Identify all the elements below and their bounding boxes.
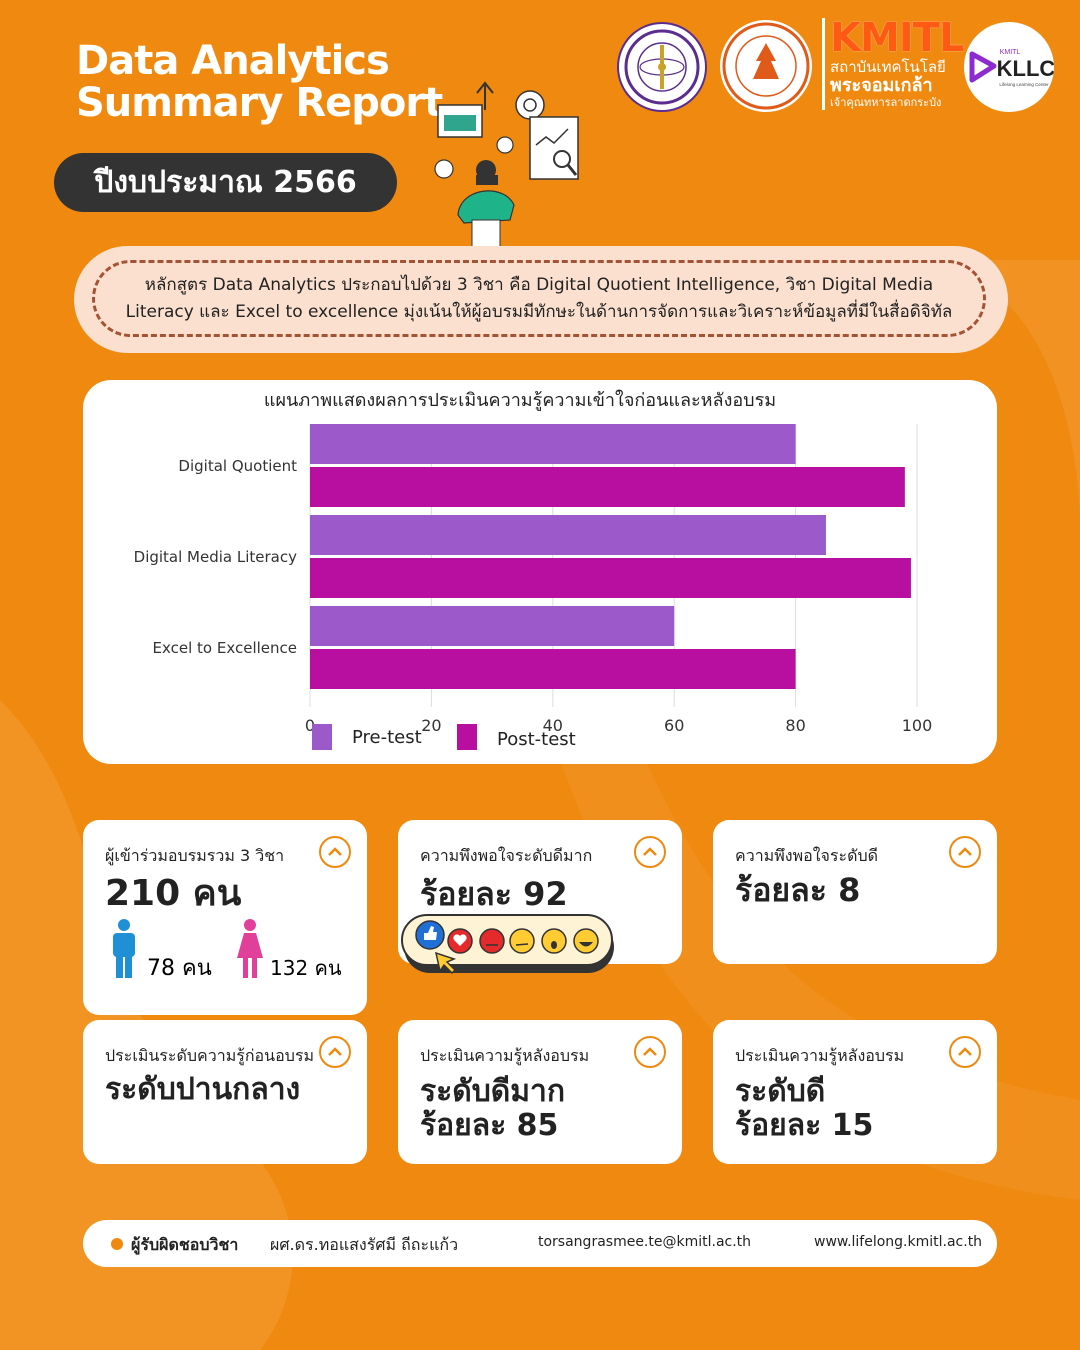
- female-count: 132 คน: [270, 956, 342, 980]
- post-very-good-level: ระดับดีมาก: [420, 1074, 566, 1109]
- ministry-emblem-icon: [624, 29, 700, 105]
- kmitl-line-2: พระจอมเกล้า: [830, 75, 933, 96]
- page-title: Data Analytics Summary Report: [76, 38, 443, 126]
- ministry-logo: [617, 22, 707, 112]
- satisfied-label: ความพึงพอใจระดับดี: [735, 846, 879, 865]
- cursor-icon: [434, 951, 457, 975]
- bar-pre-test: [310, 515, 826, 555]
- footer-bar: ผู้รับผิดชอบวิชา ผศ.ดร.ทอแสงรัศมี ถีถะแก…: [83, 1220, 997, 1267]
- female-icon: [237, 919, 263, 978]
- satisfied-value: ร้อยละ 8: [735, 871, 861, 909]
- seal-icon: [722, 22, 810, 110]
- post-good-card: ประเมินความรู้หลังอบรม ระดับดี ร้อยละ 15: [713, 1020, 997, 1164]
- kmitl-logo: KMITL สถาบันเทคโนโลยี พระจอมเกล้า เจ้าคุ…: [830, 15, 964, 114]
- x-tick-label: 20: [421, 716, 441, 735]
- legend-swatch: [457, 724, 477, 750]
- post-very-good-percent: ร้อยละ 85: [420, 1108, 559, 1143]
- male-count: 78 คน: [147, 956, 212, 981]
- chevron-up-icon[interactable]: [319, 836, 351, 868]
- satisfied-card: ความพึงพอใจระดับดี ร้อยละ 8: [713, 820, 997, 964]
- angry-icon: [479, 928, 505, 954]
- post-good-label: ประเมินความรู้หลังอบรม: [735, 1046, 905, 1065]
- bar-pre-test: [310, 606, 675, 646]
- bar-post-test: [310, 467, 905, 507]
- title-line-1: Data Analytics: [76, 38, 390, 84]
- post-very-good-card: ประเมินความรู้หลังอบรม ระดับดีมาก ร้อยละ…: [398, 1020, 682, 1164]
- fiscal-year-badge: ปีงบประมาณ 2566: [54, 153, 397, 212]
- category-label: Digital Quotient: [178, 457, 297, 475]
- course-description: หลักสูตร Data Analytics ประกอบไปด้วย 3 ว…: [92, 260, 986, 337]
- very-satisfied-label: ความพึงพอใจระดับดีมาก: [420, 846, 593, 865]
- kmitl-line-1: สถาบันเทคโนโลยี: [830, 58, 946, 76]
- post-good-percent: ร้อยละ 15: [735, 1108, 874, 1143]
- chevron-up-icon[interactable]: [949, 1036, 981, 1068]
- x-tick-label: 100: [902, 716, 933, 735]
- title-line-2: Summary Report: [76, 80, 443, 126]
- course-description-panel: หลักสูตร Data Analytics ประกอบไปด้วย 3 ว…: [74, 246, 1008, 353]
- post-good-level: ระดับดี: [735, 1074, 826, 1109]
- analyst-illustration: [434, 81, 579, 250]
- pre-level-card: ประเมินระดับความรู้ก่อนอบรม ระดับปานกลาง: [83, 1020, 367, 1164]
- post-very-good-label: ประเมินความรู้หลังอบรม: [420, 1046, 590, 1065]
- category-label: Digital Media Literacy: [134, 548, 297, 566]
- kmitl-divider: [822, 18, 825, 110]
- website-link[interactable]: www.lifelong.kmitl.ac.th: [814, 1234, 983, 1250]
- chevron-up-icon[interactable]: [949, 836, 981, 868]
- x-tick-label: 40: [543, 716, 563, 735]
- like-icon: [415, 920, 445, 950]
- participants-card: ผู้เข้าร่วมอบรมรวม 3 วิชา 210 คน 78 คน 1…: [83, 820, 367, 1015]
- kllc-tagline: Lifelong Learning Center: [999, 82, 1049, 87]
- footer-label: ผู้รับผิดชอบวิชา: [131, 1235, 239, 1254]
- contact-email[interactable]: torsangrasmee.te@kmitl.ac.th: [538, 1234, 752, 1250]
- x-tick-label: 60: [664, 716, 684, 735]
- wow-icon: [541, 928, 567, 954]
- chevron-up-icon[interactable]: [634, 1036, 666, 1068]
- reaction-bar: [401, 914, 614, 975]
- instructor-name: ผศ.ดร.ทอแสงรัศมี ถีถะแก้ว: [270, 1235, 459, 1254]
- category-label: Excel to Excellence: [153, 639, 297, 657]
- x-tick-label: 0: [305, 716, 315, 735]
- chart-title: แผนภาพแสดงผลการประเมินความรู้ความเข้าใจก…: [264, 389, 776, 411]
- participants-label: ผู้เข้าร่วมอบรมรวม 3 วิชา: [105, 846, 285, 865]
- bullet-icon: [111, 1238, 123, 1250]
- kllc-logo: KLLC KMITL Lifelong Learning Center: [964, 22, 1054, 112]
- kmitl-wordmark: KMITL: [830, 15, 964, 61]
- legend-label: Pre-test: [352, 727, 422, 748]
- bar-chart: แผนภาพแสดงผลการประเมินความรู้ความเข้าใจก…: [134, 389, 933, 750]
- x-tick-label: 80: [785, 716, 805, 735]
- chevron-up-icon[interactable]: [319, 1036, 351, 1068]
- kllc-logo-icon: KLLC KMITL Lifelong Learning Center: [969, 49, 1054, 87]
- kmitl-seal: [720, 20, 812, 112]
- kmitl-line-3: เจ้าคุณทหารลาดกระบัง: [830, 96, 942, 109]
- very-satisfied-value: ร้อยละ 92: [420, 875, 568, 913]
- heart-icon: [447, 928, 473, 954]
- bar-post-test: [310, 558, 911, 598]
- pre-level-value: ระดับปานกลาง: [105, 1072, 301, 1107]
- kllc-small-label: KMITL: [1000, 49, 1021, 56]
- male-icon: [113, 919, 135, 978]
- bar-pre-test: [310, 424, 796, 464]
- smirk-icon: [509, 928, 535, 954]
- chart-card: แผนภาพแสดงผลการประเมินความรู้ความเข้าใจก…: [83, 380, 997, 764]
- laugh-icon: [573, 928, 599, 954]
- kllc-wordmark: KLLC: [997, 56, 1054, 81]
- pre-level-label: ประเมินระดับความรู้ก่อนอบรม: [105, 1046, 314, 1065]
- bar-post-test: [310, 649, 796, 689]
- participants-total: 210 คน: [105, 873, 242, 914]
- legend-swatch: [312, 724, 332, 750]
- chevron-up-icon[interactable]: [634, 836, 666, 868]
- legend-label: Post-test: [497, 729, 576, 750]
